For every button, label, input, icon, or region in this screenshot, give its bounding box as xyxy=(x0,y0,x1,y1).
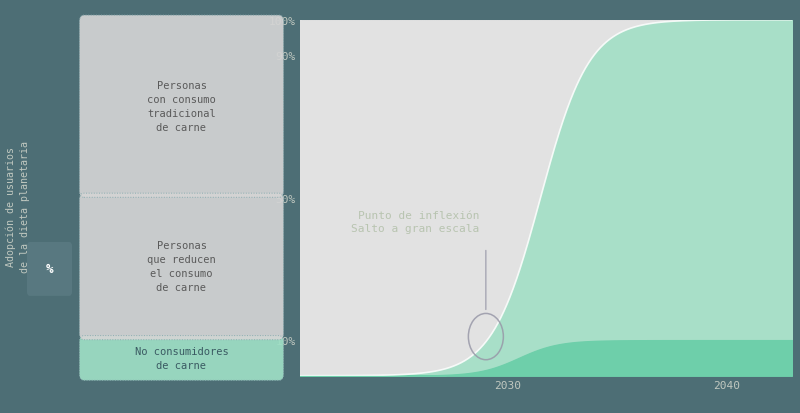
FancyBboxPatch shape xyxy=(79,194,283,340)
Text: Punto de inflexión
Salto a gran escala: Punto de inflexión Salto a gran escala xyxy=(351,211,479,234)
Text: No consumidores
de carne: No consumidores de carne xyxy=(134,346,228,370)
Text: Personas
que reducen
el consumo
de carne: Personas que reducen el consumo de carne xyxy=(147,241,216,293)
FancyBboxPatch shape xyxy=(79,336,283,380)
Text: %: % xyxy=(46,263,54,276)
Text: Personas
con consumo
tradicional
de carne: Personas con consumo tradicional de carn… xyxy=(147,81,216,133)
Text: Adopción de usuarios
de la dieta planetaria: Adopción de usuarios de la dieta planeta… xyxy=(6,141,30,272)
FancyBboxPatch shape xyxy=(79,16,283,198)
FancyBboxPatch shape xyxy=(27,242,72,296)
